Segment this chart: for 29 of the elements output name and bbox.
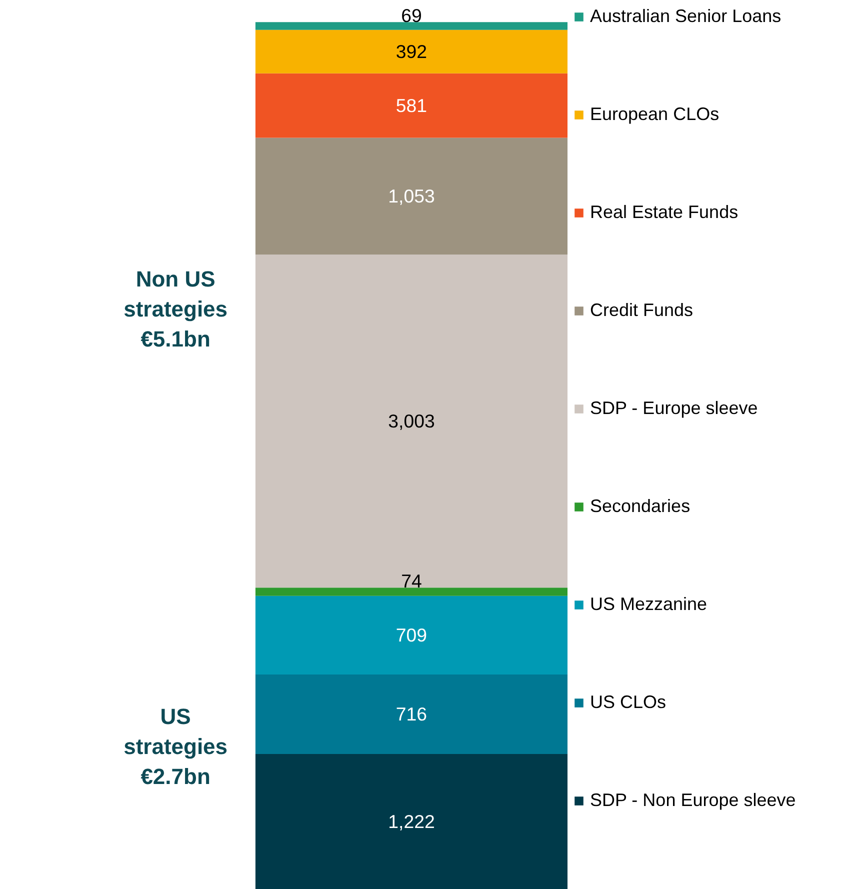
legend-label: SDP - Europe sleeve xyxy=(590,398,758,419)
bar xyxy=(255,138,568,255)
bar xyxy=(255,73,568,138)
bar xyxy=(255,30,568,74)
legend-label: Real Estate Funds xyxy=(590,202,738,223)
data-label: 1,222 xyxy=(388,811,435,832)
legend-label: US Mezzanine xyxy=(590,594,708,615)
legend-label: Secondaries xyxy=(590,496,690,517)
bar xyxy=(255,596,568,675)
legend-label: Credit Funds xyxy=(590,300,694,321)
data-label: 392 xyxy=(396,41,428,62)
bar xyxy=(255,754,568,889)
bar xyxy=(255,22,568,30)
legend-label: SDP - Non Europe sleeve xyxy=(590,790,796,811)
data-label: 1,053 xyxy=(388,186,435,207)
bar xyxy=(255,588,568,596)
data-label: 69 xyxy=(401,5,422,26)
data-label: 3,003 xyxy=(388,410,435,432)
data-label: 581 xyxy=(396,95,428,116)
bar xyxy=(255,254,568,588)
data-label: 716 xyxy=(396,704,428,725)
bar xyxy=(255,674,568,754)
legend-label: Australian Senior Loans xyxy=(590,6,782,27)
legend-label: European CLOs xyxy=(590,104,720,125)
legend-label: US CLOs xyxy=(590,692,666,713)
data-label: 74 xyxy=(401,570,422,592)
text: Non US strategies €5.1bn xyxy=(124,266,228,352)
text: US strategies €2.7bn xyxy=(124,704,228,790)
data-label: 709 xyxy=(396,624,428,646)
